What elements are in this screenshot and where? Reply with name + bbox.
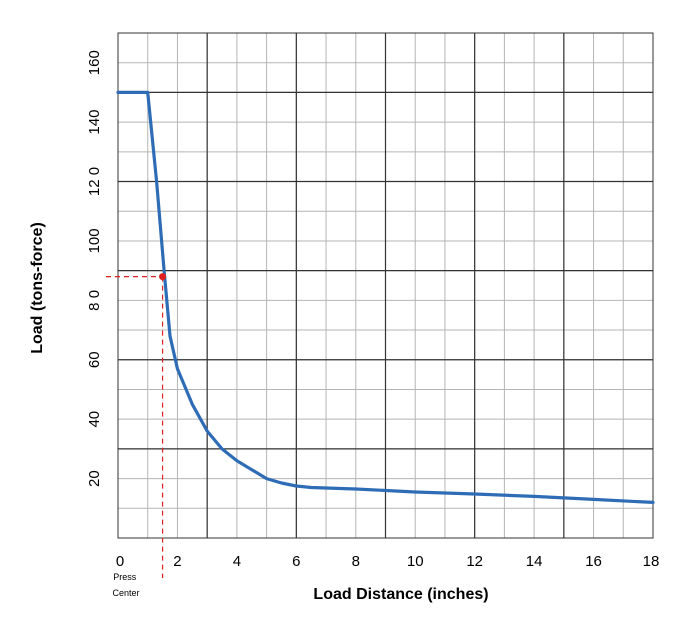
press-center-line-1: Press — [113, 572, 137, 582]
y-tick-label: 140 — [86, 110, 103, 135]
major-grid — [118, 33, 653, 538]
x-tick-label: 4 — [233, 553, 241, 570]
y-axis-title: Load (tons-force) — [29, 222, 46, 354]
y-tick-label: 60 — [86, 351, 103, 368]
y-tick-label: 160 — [86, 50, 103, 75]
x-tick-label: 18 — [643, 553, 660, 570]
y-tick-labels: 20 40 60 8 0 100 12 0 140 160 — [86, 50, 103, 487]
y-tick-label: 8 0 — [86, 290, 103, 311]
x-tick-label: 8 — [352, 553, 360, 570]
y-tick-label: 100 — [86, 228, 103, 253]
x-axis-title: Load Distance (inches) — [313, 586, 488, 603]
x-tick-label: 16 — [585, 553, 602, 570]
series-line — [116, 90, 655, 504]
press-center-annotation: Press Center — [112, 572, 139, 598]
y-tick-label: 20 — [86, 470, 103, 487]
press-center-line-2: Center — [112, 588, 139, 598]
y-tick-label: 40 — [86, 411, 103, 428]
x-tick-label: 6 — [292, 553, 300, 570]
x-tick-label: 12 — [466, 553, 483, 570]
guide-lines — [106, 275, 164, 578]
x-tick-label: 2 — [173, 553, 181, 570]
x-tick-label: 0 — [116, 553, 124, 570]
x-tick-label: 10 — [407, 553, 424, 570]
marker-point — [159, 273, 167, 281]
x-tick-labels: 0 2 4 6 8 10 12 14 16 18 — [116, 553, 660, 570]
y-tick-label: 12 0 — [86, 167, 103, 196]
x-tick-label: 14 — [526, 553, 543, 570]
plot-frame — [117, 32, 654, 539]
